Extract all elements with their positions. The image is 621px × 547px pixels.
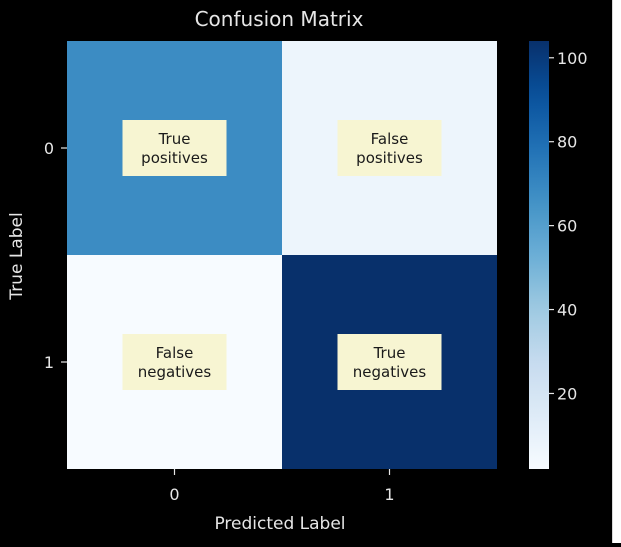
- annotation-label: True negatives: [353, 344, 427, 381]
- colorbar-tick-label: 60: [557, 217, 577, 236]
- x-tick-label: 1: [384, 485, 394, 504]
- frame-edge: [613, 0, 621, 543]
- annotation-box: [122, 120, 227, 176]
- annotation-box: [337, 334, 442, 390]
- annotation-box: [122, 334, 227, 390]
- colorbar-tick-label: 40: [557, 301, 577, 320]
- colorbar-gradient: [529, 41, 549, 469]
- cell-annotation-1-1: True negatives: [337, 334, 442, 390]
- colorbar-tick-label: 20: [557, 384, 577, 403]
- y-axis-label: True Label: [7, 212, 27, 300]
- cell-annotation-1-0: False negatives: [122, 334, 227, 390]
- annotation-label: False negatives: [138, 344, 212, 381]
- cell-annotation-0-1: False positives: [337, 120, 442, 176]
- chart-title: Confusion Matrix: [195, 7, 364, 31]
- colorbar: 20 40 60 80 100: [529, 41, 588, 469]
- cell-annotation-0-0: True positives: [122, 120, 227, 176]
- cell-annotations: True positives False positives False negative…: [122, 120, 442, 390]
- heatmap-cells: [67, 41, 497, 469]
- frame-edge-line: [612, 0, 613, 543]
- x-tick-label: 0: [169, 485, 179, 504]
- y-tick-label: 0: [44, 139, 54, 158]
- x-axis-label: Predicted Label: [214, 514, 345, 534]
- colorbar-tick-label: 100: [557, 49, 588, 68]
- colorbar-tick-label: 80: [557, 133, 577, 152]
- y-tick-label: 1: [44, 353, 54, 372]
- annotation-label: True positives: [141, 130, 208, 167]
- axes: 0 1 0 1: [44, 139, 395, 504]
- annotation-box: [337, 120, 442, 176]
- annotation-label: False positives: [356, 130, 423, 167]
